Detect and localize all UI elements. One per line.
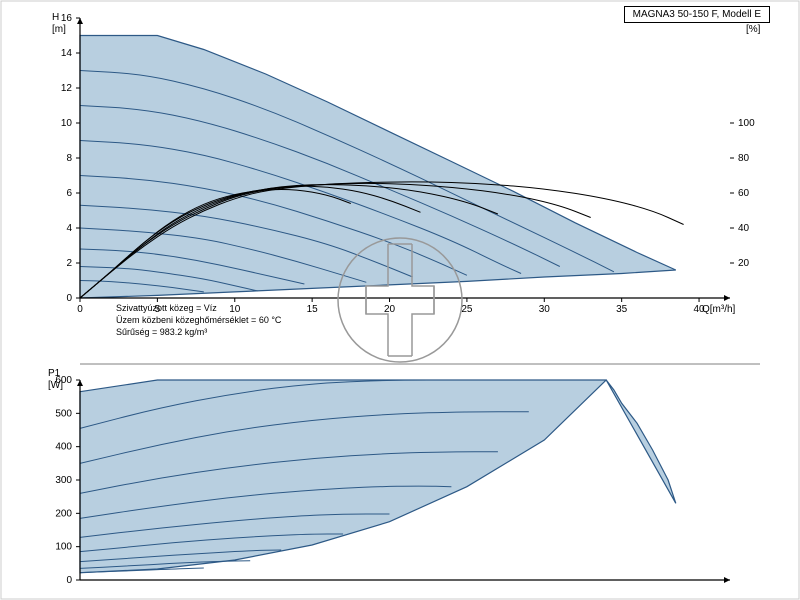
pump-curve-chart: MAGNA3 50-150 F, Modell E 05101520253035… — [0, 0, 800, 600]
y-left-tick-label: 10 — [61, 118, 73, 129]
x-tick-label: 35 — [616, 304, 628, 315]
p1-tick-label: 200 — [55, 508, 72, 519]
info-line-2: Üzem közbeni közeghőmérséklet = 60 °C — [116, 314, 281, 326]
y-right-tick-label: 80 — [738, 153, 750, 164]
p1-tick-label: 500 — [55, 408, 72, 419]
y-left-tick-label: 4 — [66, 223, 72, 234]
p1-axis-label: P1 — [48, 368, 61, 379]
y-left-tick-label: 2 — [66, 258, 72, 269]
p1-axis-unit: [W] — [48, 380, 63, 391]
y-left-label: H — [52, 12, 59, 23]
p1-tick-label: 100 — [55, 542, 72, 553]
x-tick-label: 30 — [539, 304, 551, 315]
p1-tick-label: 300 — [55, 475, 72, 486]
chart-title-box: MAGNA3 50-150 F, Modell E — [624, 6, 770, 23]
x-tick-label: 15 — [307, 304, 319, 315]
x-tick-label: 0 — [77, 304, 83, 315]
info-line-1: Szivattyúzott közeg = Víz — [116, 302, 281, 314]
y-left-tick-label: 16 — [61, 13, 73, 24]
y-right-unit: [%] — [746, 24, 761, 35]
y-right-tick-label: 100 — [738, 118, 755, 129]
y-left-tick-label: 0 — [66, 293, 72, 304]
x-axis-label: Q[m³/h] — [702, 304, 736, 315]
chart-svg: 0510152025303540Q[m³/h]0246810121416H[m]… — [0, 0, 800, 600]
y-left-tick-label: 14 — [61, 48, 73, 59]
y-left-tick-label: 12 — [61, 83, 73, 94]
y-left-unit: [m] — [52, 24, 66, 35]
y-right-tick-label: 20 — [738, 258, 750, 269]
y-right-tick-label: 60 — [738, 188, 750, 199]
y-left-tick-label: 6 — [66, 188, 72, 199]
p1-tick-label: 400 — [55, 442, 72, 453]
x-tick-label: 25 — [461, 304, 473, 315]
info-line-3: Sűrűség = 983.2 kg/m³ — [116, 326, 281, 338]
y-right-tick-label: 40 — [738, 223, 750, 234]
y-left-tick-label: 8 — [66, 153, 72, 164]
fluid-info: Szivattyúzott közeg = Víz Üzem közbeni k… — [116, 302, 281, 338]
p1-tick-label: 0 — [66, 575, 72, 586]
chart-title: MAGNA3 50-150 F, Modell E — [633, 9, 761, 20]
